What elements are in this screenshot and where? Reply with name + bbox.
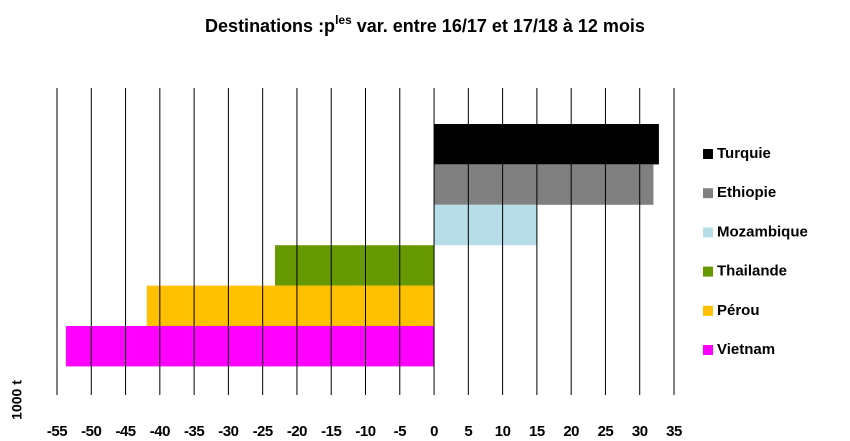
- legend-swatch: [703, 305, 713, 316]
- x-tick-label: -35: [184, 423, 204, 440]
- x-tick-label: 35: [666, 423, 682, 440]
- x-tick-label: 5: [464, 423, 472, 440]
- legend-label: Pérou: [717, 302, 760, 319]
- legend-label: Turquie: [717, 145, 771, 162]
- bar: [146, 285, 435, 326]
- legend-label: Thailande: [717, 263, 787, 280]
- chart-title: Destinations :ples var. entre 16/17 et 1…: [205, 13, 645, 36]
- legend-label: Ethiopie: [717, 184, 776, 201]
- legend-label: Mozambique: [717, 223, 808, 240]
- bar: [434, 204, 537, 246]
- x-tick-label: -10: [355, 423, 375, 440]
- legend-swatch: [703, 345, 713, 355]
- legend-swatch: [703, 227, 713, 238]
- legend-swatch: [703, 266, 713, 277]
- x-tick-label: -55: [47, 423, 67, 440]
- x-tick-label: -40: [150, 423, 170, 440]
- bar: [434, 164, 654, 205]
- legend-swatch: [703, 188, 713, 199]
- x-tick-label: -15: [321, 423, 341, 440]
- title-end: var. entre 16/17 et 17/18 à 12 mois: [352, 16, 645, 36]
- title-superscript: les: [335, 13, 352, 27]
- axis-label: 1000 t: [9, 380, 25, 420]
- bar: [434, 124, 659, 165]
- legend-swatch: [703, 149, 713, 159]
- x-tick-label: -20: [287, 423, 307, 440]
- x-tick-label: 10: [495, 423, 511, 440]
- bar: [275, 245, 435, 286]
- x-tick-label: -50: [81, 423, 101, 440]
- x-tick-label: 15: [529, 423, 545, 440]
- x-tick-label: 25: [598, 423, 614, 440]
- x-tick-label: -25: [253, 423, 273, 440]
- x-tick-label: -30: [218, 423, 238, 440]
- x-tick-label: 30: [632, 423, 648, 440]
- bar: [65, 326, 435, 367]
- x-tick-label: -5: [394, 423, 406, 440]
- x-tick-label: 20: [563, 423, 579, 440]
- title-main: Destinations :p: [205, 16, 335, 36]
- x-tick-label: 0: [430, 423, 438, 440]
- x-tick-label: -45: [115, 423, 135, 440]
- legend-label: Vietnam: [717, 341, 775, 358]
